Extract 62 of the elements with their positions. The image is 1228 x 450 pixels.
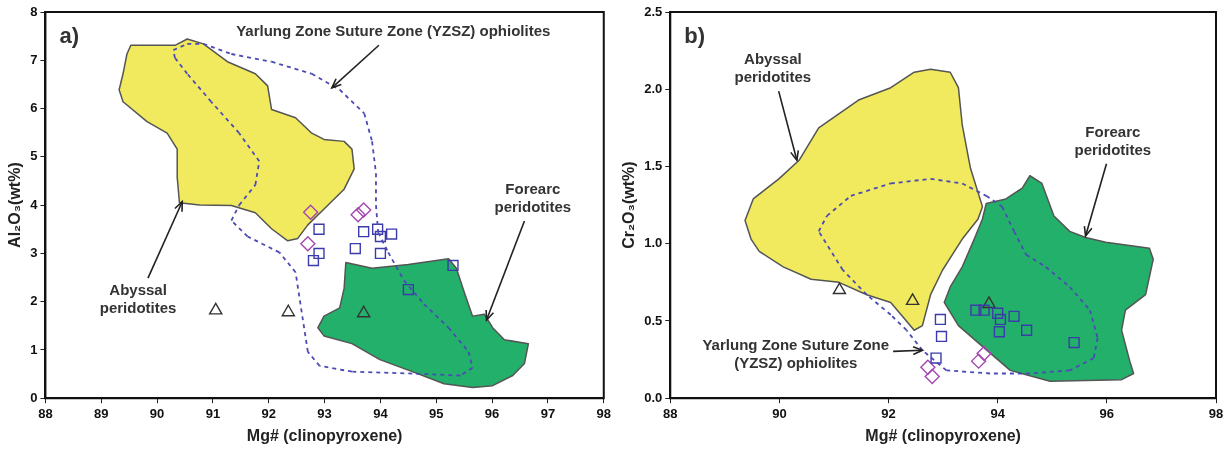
point <box>978 304 990 316</box>
point <box>994 313 1007 326</box>
y-tick-label: 7 <box>30 51 38 67</box>
point <box>992 307 1004 319</box>
x-tick-label: 92 <box>261 405 276 421</box>
y-tick-label: 5 <box>30 148 38 164</box>
point <box>976 345 992 362</box>
point <box>1020 324 1033 336</box>
x-axis-title: Mg# (clinopyroxene) <box>246 426 403 444</box>
point <box>1068 336 1080 349</box>
x-tick-label: 96 <box>484 405 500 421</box>
point <box>935 330 948 343</box>
point <box>993 326 1005 338</box>
x-tick-label: 92 <box>881 405 896 421</box>
y-tick-label: 2.5 <box>644 3 663 19</box>
x-tick-label: 90 <box>149 405 165 421</box>
point <box>905 293 920 306</box>
x-tick-label: 97 <box>540 405 556 421</box>
y-axis-title: Cr₂O₃(wt%) <box>620 161 638 249</box>
y-tick-label: 1.5 <box>644 158 663 174</box>
y-tick-label: 0 <box>30 389 38 405</box>
point <box>924 368 940 385</box>
x-axis-title: Mg# (clinopyroxene) <box>865 426 1021 444</box>
x-tick-label: 93 <box>317 405 332 421</box>
annotation: Forearc peridotites <box>494 180 572 216</box>
point <box>970 304 982 316</box>
y-tick-label: 1.0 <box>644 235 663 251</box>
annotation: Forearc peridotites <box>1074 122 1152 158</box>
y-axis-title: Al₂O₃(wt%) <box>6 162 24 248</box>
x-tick-label: 90 <box>772 405 787 421</box>
x-tick-label: 89 <box>94 405 109 421</box>
text: a) <box>59 23 79 49</box>
y-tick-label: 2.0 <box>644 80 663 96</box>
y-tick-label: 2 <box>30 293 38 309</box>
point <box>930 352 942 364</box>
point <box>982 296 996 309</box>
x-tick-label: 88 <box>663 405 678 421</box>
annotation: Yarlung Zone Suture Zone (YZSZ) ophiolites <box>702 336 890 372</box>
y-tick-label: 6 <box>30 100 38 116</box>
x-tick-label: 96 <box>1099 405 1115 421</box>
x-tick-label: 95 <box>429 405 444 421</box>
x-tick-label: 94 <box>373 405 389 421</box>
x-tick-label: 98 <box>596 405 611 421</box>
y-tick-label: 4 <box>30 196 39 212</box>
x-tick-label: 91 <box>205 405 221 421</box>
x-tick-label: 98 <box>1208 405 1224 421</box>
annotation: Abyssal peridotites <box>99 281 177 317</box>
point <box>832 282 847 295</box>
point <box>970 353 987 369</box>
annotation: Abyssal peridotites <box>734 50 812 86</box>
annotation: Yarlung Zone Suture Zone (YZSZ) ophiolites <box>236 22 551 40</box>
y-tick-label: 3 <box>30 244 38 260</box>
y-tick-label: 8 <box>30 3 38 19</box>
x-tick-label: 94 <box>990 405 1006 421</box>
x-tick-label: 88 <box>38 405 53 421</box>
point <box>934 313 947 326</box>
y-tick-label: 0.5 <box>644 312 663 328</box>
point <box>920 359 936 375</box>
y-tick-label: 0.0 <box>644 389 663 405</box>
text: b) <box>684 23 706 49</box>
point <box>1008 310 1020 322</box>
y-tick-label: 1 <box>30 341 38 357</box>
